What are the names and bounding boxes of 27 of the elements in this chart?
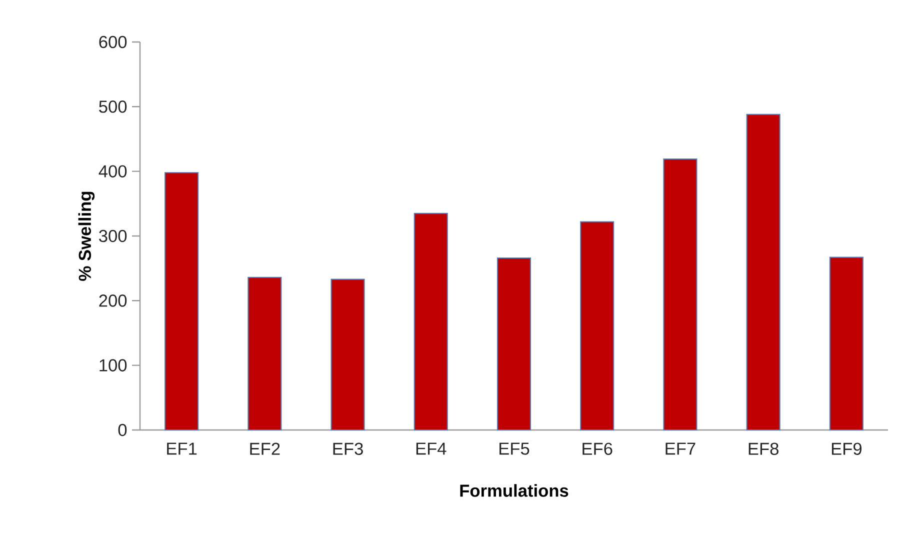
bar — [746, 114, 780, 431]
x-tick-label: EF9 — [832, 442, 862, 455]
x-tick-label: EF4 — [416, 442, 446, 455]
y-tick-label: 400 — [98, 165, 127, 178]
y-tick-label: 600 — [99, 36, 127, 48]
bar — [248, 276, 282, 431]
x-tick-label: EF6 — [582, 442, 612, 455]
bar — [414, 212, 448, 431]
x-tick-label: EF2 — [250, 442, 280, 455]
y-tick-label: 300 — [99, 230, 127, 242]
y-tick-label: 200 — [99, 294, 127, 307]
y-tick-label: 500 — [99, 100, 127, 113]
bar — [496, 257, 532, 431]
x-tick-label: EF7 — [666, 442, 696, 455]
x-tick-label: EF5 — [500, 442, 530, 455]
bar — [829, 256, 864, 431]
x-axis-title: Formulations — [460, 484, 568, 497]
bar — [330, 278, 365, 431]
x-tick-label: EF1 — [167, 442, 197, 455]
x-tick-label: EF8 — [748, 442, 778, 455]
y-tick-label: 100 — [100, 359, 127, 372]
y-axis-title: % Swelling — [78, 192, 95, 281]
bar — [580, 221, 614, 431]
bar — [164, 172, 199, 431]
x-tick-label: EF3 — [333, 442, 363, 455]
bar — [663, 158, 698, 431]
y-tick-label: 0 — [118, 424, 127, 436]
